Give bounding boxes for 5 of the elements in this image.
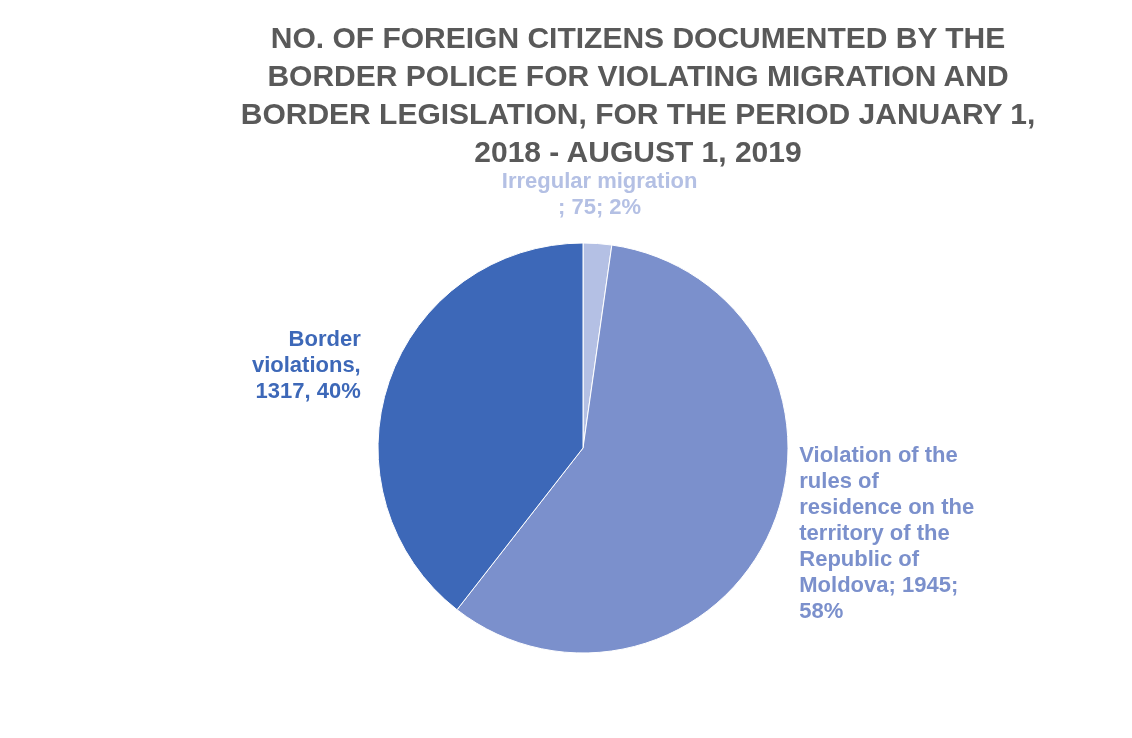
slice-label: Irregular migration (501, 167, 698, 193)
chart-title: NO. OF FOREIGN CITIZENS DOCUMENTED BY THE BORDER POLICE FOR VIOLATING MIGRATION AND BORDER LEGISLATION, FOR THE PERIOD JANUARY 1, 2018 - AUGUST 1, 2019 (240, 21, 1036, 168)
data-label: ; 75; 2% (558, 193, 642, 219)
slice-label: Border violations, 1317, 40% (251, 325, 362, 403)
slice-label: Violation of the rules of residence on the territory of the Republic of Moldova; 1945; 58% (799, 441, 975, 623)
